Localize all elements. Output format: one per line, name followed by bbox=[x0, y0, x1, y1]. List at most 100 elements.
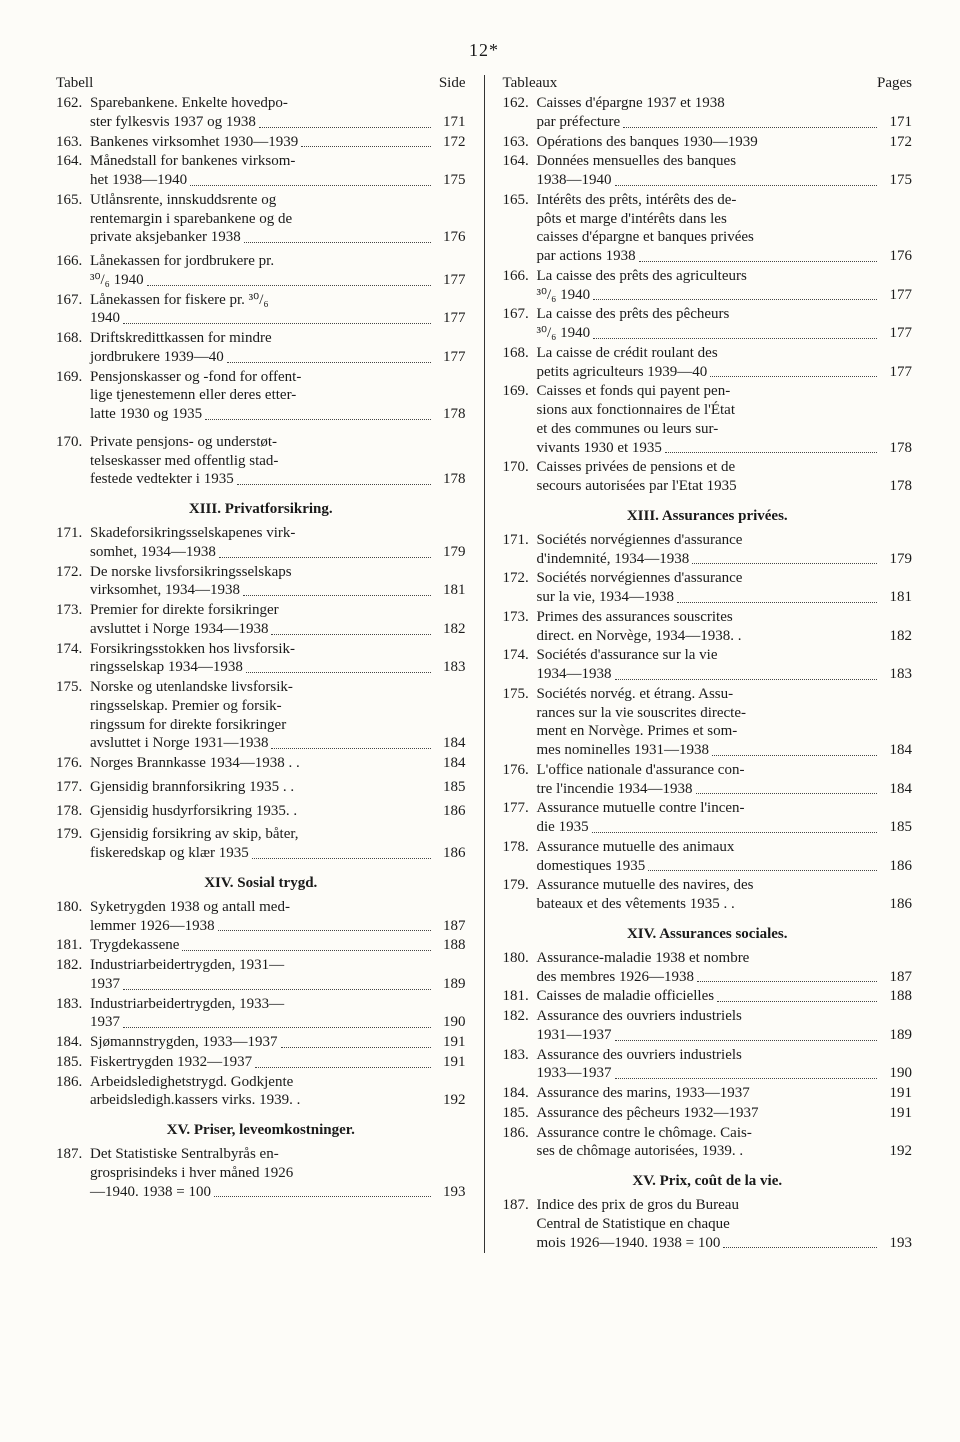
entry-text: Gjensidig brannforsikring 1935 . . bbox=[90, 778, 294, 797]
entry-number: 175. bbox=[56, 678, 90, 697]
entry-page: 175 bbox=[434, 171, 466, 190]
toc-entry: 181.Trygdekassene188 bbox=[56, 936, 466, 955]
entry-text: tre l'incendie 1934—1938 bbox=[537, 780, 693, 799]
section-heading: XV. Prix, coût de la vie. bbox=[503, 1173, 913, 1190]
entry-text: Assurance mutuelle contre l'incen- bbox=[537, 799, 913, 818]
entry-text: jordbrukere 1939—40 bbox=[90, 348, 224, 367]
entry-text: et des communes ou leurs sur- bbox=[537, 420, 913, 439]
toc-entry: 167.Lånekassen for fiskere pr. ³⁰/₆19401… bbox=[56, 291, 466, 329]
leader-dots bbox=[259, 127, 431, 128]
entry-text: ringsselskap. Premier og forsik- bbox=[90, 697, 466, 716]
entry-page: 175 bbox=[880, 171, 912, 190]
toc-entry: 175.Norske og utenlandske livsforsik-rin… bbox=[56, 678, 466, 753]
entry-text: Lånekassen for fiskere pr. ³⁰/₆ bbox=[90, 291, 466, 310]
entry-number: 164. bbox=[503, 152, 537, 171]
toc-entry: 179.Gjensidig forsikring av skip, båter,… bbox=[56, 825, 466, 863]
entry-number: 180. bbox=[503, 949, 537, 968]
leader-dots bbox=[697, 981, 877, 982]
entry-text: Assurance des pêcheurs 1932—1937 bbox=[537, 1104, 759, 1123]
entry-page: 193 bbox=[434, 1183, 466, 1202]
toc-entry: 177.Assurance mutuelle contre l'incen-di… bbox=[503, 799, 913, 837]
entry-number: 166. bbox=[503, 267, 537, 286]
entry-text: domestiques 1935 bbox=[537, 857, 646, 876]
entry-text: Premier for direkte forsikringer bbox=[90, 601, 466, 620]
entry-text: telseskasser med offentlig stad- bbox=[90, 452, 466, 471]
entry-page: 183 bbox=[434, 658, 466, 677]
entry-number: 163. bbox=[503, 133, 537, 152]
entry-page: 178 bbox=[434, 470, 466, 489]
leader-dots bbox=[123, 323, 431, 324]
leader-dots bbox=[639, 261, 877, 262]
entry-page: 188 bbox=[434, 936, 466, 955]
leader-dots bbox=[190, 185, 430, 186]
entry-number: 184. bbox=[56, 1033, 90, 1052]
entry-text: des membres 1926—1938 bbox=[537, 968, 694, 987]
entry-page: 177 bbox=[434, 309, 466, 328]
columns-container: TabellSide162.Sparebankene. Enkelte hove… bbox=[56, 75, 912, 1253]
entry-number: 173. bbox=[56, 601, 90, 620]
entry-page: 177 bbox=[880, 363, 912, 382]
leader-dots bbox=[615, 1078, 878, 1079]
entry-number: 172. bbox=[503, 569, 537, 588]
leader-dots bbox=[723, 1247, 877, 1248]
entry-page: 177 bbox=[880, 324, 912, 343]
entry-text: Lånekassen for jordbrukere pr. bbox=[90, 252, 466, 271]
entry-text: Driftskredittkassen for mindre bbox=[90, 329, 466, 348]
toc-entry: 171.Sociétés norvégiennes d'assuranced'i… bbox=[503, 531, 913, 569]
leader-dots bbox=[665, 452, 877, 453]
entry-text: Primes des assurances souscrites bbox=[537, 608, 913, 627]
entry-number: 170. bbox=[56, 433, 90, 452]
entry-text: avsluttet i Norge 1934—1938 bbox=[90, 620, 268, 639]
leader-dots bbox=[219, 557, 431, 558]
entry-text: Industriarbeidertrygden, 1931— bbox=[90, 956, 466, 975]
entry-page: 171 bbox=[434, 113, 466, 132]
right-column: TableauxPages162.Caisses d'épargne 1937 … bbox=[503, 75, 913, 1253]
entry-text: somhet, 1934—1938 bbox=[90, 543, 216, 562]
entry-text: 1938—1940 bbox=[537, 171, 612, 190]
entry-number: 166. bbox=[56, 252, 90, 271]
entry-page: 184 bbox=[880, 741, 912, 760]
leader-dots bbox=[147, 285, 431, 286]
entry-page: 191 bbox=[434, 1053, 466, 1072]
entry-text: Pensjonskasser og -fond for offent- bbox=[90, 368, 466, 387]
entry-text: Skadeforsikringsselskapenes virk- bbox=[90, 524, 466, 543]
entry-text: petits agriculteurs 1939—40 bbox=[537, 363, 708, 382]
toc-entry: 178.Assurance mutuelle des animauxdomest… bbox=[503, 838, 913, 876]
entry-text: Utlånsrente, innskuddsrente og bbox=[90, 191, 466, 210]
entry-number: 168. bbox=[503, 344, 537, 363]
leader-dots bbox=[615, 679, 878, 680]
entry-number: 184. bbox=[503, 1084, 537, 1103]
entry-text: ringsselskap 1934—1938 bbox=[90, 658, 243, 677]
group-spacer bbox=[56, 425, 466, 433]
entry-page: 179 bbox=[434, 543, 466, 562]
entry-number: 162. bbox=[503, 94, 537, 113]
entry-page: 187 bbox=[880, 968, 912, 987]
toc-entry: 168.Driftskredittkassen for mindrejordbr… bbox=[56, 329, 466, 367]
entry-page: 182 bbox=[880, 627, 912, 646]
entry-text: Caisses de maladie officielles bbox=[537, 987, 715, 1006]
leader-dots bbox=[648, 870, 877, 871]
entry-text: Opérations des banques 1930—1939 bbox=[537, 133, 758, 152]
toc-entry: 181.Caisses de maladie officielles188 bbox=[503, 987, 913, 1006]
entry-page: 176 bbox=[434, 228, 466, 247]
toc-entry: 175.Sociétés norvég. et étrang. Assu-ran… bbox=[503, 685, 913, 760]
toc-entry: 184.Sjømannstrygden, 1933—1937191 bbox=[56, 1033, 466, 1052]
entry-text: Sociétés norvégiennes d'assurance bbox=[537, 531, 913, 550]
toc-entry: 169.Pensjonskasser og -fond for offent-l… bbox=[56, 368, 466, 424]
entry-number: 175. bbox=[503, 685, 537, 704]
entry-text: lige tjenestemenn eller deres etter- bbox=[90, 386, 466, 405]
entry-page: 193 bbox=[880, 1234, 912, 1253]
toc-entry: 165.Intérêts des prêts, intérêts des de-… bbox=[503, 191, 913, 266]
entry-number: 185. bbox=[503, 1104, 537, 1123]
entry-text: Bankenes virksomhet 1930—1939 bbox=[90, 133, 298, 152]
column-header-right: Pages bbox=[877, 75, 912, 92]
entry-text: pôts et marge d'intérêts dans les bbox=[537, 210, 913, 229]
toc-entry: 163.Bankenes virksomhet 1930—1939172 bbox=[56, 133, 466, 152]
leader-dots bbox=[227, 362, 431, 363]
entry-number: 183. bbox=[503, 1046, 537, 1065]
leader-dots bbox=[271, 748, 430, 749]
entry-text: secours autorisées par l'Etat 1935 bbox=[537, 477, 737, 496]
leader-dots bbox=[182, 950, 430, 951]
entry-text: Assurance contre le chômage. Cais- bbox=[537, 1124, 913, 1143]
entry-text: vivants 1930 et 1935 bbox=[537, 439, 662, 458]
